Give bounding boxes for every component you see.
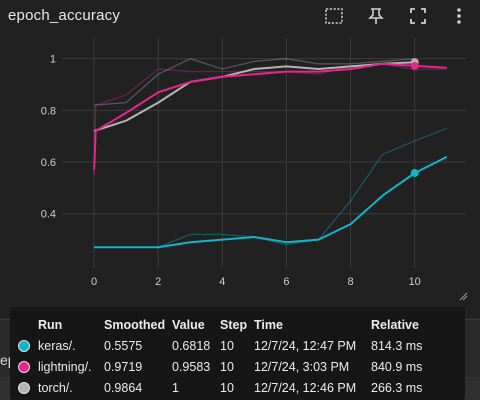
relative-value: 840.9 ms (371, 360, 423, 374)
col-smoothed-header: Smoothed (104, 318, 166, 332)
hover-tooltip: Run Smoothed Value Step Time Relative ke… (10, 307, 465, 400)
hover-marker-keras (410, 169, 419, 178)
raw-value: 1 (172, 381, 179, 395)
fullscreen-icon[interactable] (406, 5, 430, 27)
col-relative-header: Relative (371, 318, 419, 332)
step-value: 10 (220, 381, 234, 395)
step-value: 10 (220, 360, 234, 374)
tooltip-row-lightning: lightning/. 0.9719 0.9583 10 12/7/24, 3:… (10, 357, 465, 377)
relative-value: 266.3 ms (371, 381, 423, 395)
raw-value: 0.9583 (172, 360, 211, 374)
raw-line-torch (94, 58, 415, 106)
tooltip-header-row: Run Smoothed Value Step Time Relative (10, 315, 465, 335)
run-name: lightning/. (38, 360, 92, 374)
x-tick-label: 10 (409, 276, 421, 288)
y-tick-label: 1 (50, 54, 56, 66)
raw-value: 0.6818 (172, 339, 211, 353)
smoothed-value: 0.5575 (104, 339, 143, 353)
smoothed-line-torch (93, 61, 415, 132)
tooltip-row-keras: keras/. 0.5575 0.6818 10 12/7/24, 12:47 … (10, 336, 465, 356)
time-value: 12/7/24, 12:47 PM (254, 339, 357, 353)
time-value: 12/7/24, 3:03 PM (254, 360, 350, 374)
smoothed-line-keras (94, 156, 448, 249)
y-tick-label: 0.4 (41, 209, 56, 221)
relative-value: 814.3 ms (371, 339, 423, 353)
accuracy-line-chart[interactable]: 0 2 4 6 8 10 0.4 0.6 0.8 1 (0, 30, 480, 305)
run-name: keras/. (38, 339, 76, 353)
run-color-dot (18, 361, 30, 373)
run-color-dot (18, 340, 30, 352)
card-header: epoch_accuracy (0, 0, 480, 34)
run-color-dot (18, 382, 30, 394)
col-run-header: Run (38, 318, 63, 332)
y-tick-label: 0.6 (41, 157, 56, 169)
x-tick-label: 0 (91, 276, 97, 288)
x-tick-label: 8 (348, 276, 354, 288)
col-step-header: Step (220, 318, 248, 332)
hover-markers (410, 58, 419, 178)
x-tick-label: 6 (283, 276, 289, 288)
more-vert-icon[interactable] (447, 5, 471, 27)
axis-ticks: 0 2 4 6 8 10 0.4 0.6 0.8 1 (41, 54, 421, 288)
col-value-header: Value (172, 318, 205, 332)
resize-handle-icon[interactable] (459, 292, 468, 301)
pin-icon[interactable] (364, 5, 388, 27)
x-tick-label: 2 (155, 276, 161, 288)
y-tick-label: 0.8 (41, 105, 56, 117)
smoothed-value: 0.9864 (104, 381, 143, 395)
smoothed-series-lines (93, 61, 448, 249)
hover-marker-lightning (410, 61, 419, 70)
col-time-header: Time (254, 318, 283, 332)
time-value: 12/7/24, 12:46 PM (254, 381, 357, 395)
tooltip-row-torch: torch/. 0.9864 1 10 12/7/24, 12:46 PM 26… (10, 378, 465, 398)
smoothed-value: 0.9719 (104, 360, 143, 374)
fit-domain-icon[interactable] (322, 5, 346, 27)
card-title: epoch_accuracy (8, 7, 121, 24)
step-value: 10 (220, 339, 234, 353)
raw-series-lines (93, 58, 448, 249)
x-tick-label: 4 (219, 276, 225, 288)
smoothed-line-lightning (93, 62, 447, 170)
raw-line-lightning (93, 63, 447, 176)
run-name: torch/. (38, 381, 73, 395)
